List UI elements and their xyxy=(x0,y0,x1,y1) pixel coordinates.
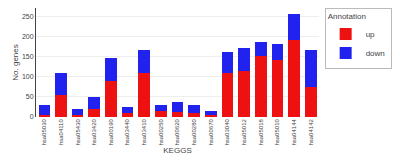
svg-text:hsa00250: hsa00250 xyxy=(158,119,164,146)
svg-text:KEGGS: KEGGS xyxy=(163,146,191,155)
svg-text:hsa03420: hsa03420 xyxy=(91,119,97,146)
svg-text:200: 200 xyxy=(22,33,34,40)
svg-text:50: 50 xyxy=(26,93,34,100)
svg-text:hsa04144: hsa04144 xyxy=(291,119,297,146)
svg-text:hsa05018: hsa05018 xyxy=(258,119,264,146)
svg-text:up: up xyxy=(366,30,375,39)
svg-text:Annotation: Annotation xyxy=(328,12,366,21)
svg-text:hsa03040: hsa03040 xyxy=(224,119,230,146)
svg-text:hsa00670: hsa00670 xyxy=(208,119,214,146)
svg-text:hsa05010: hsa05010 xyxy=(274,119,280,146)
svg-text:hsa04110: hsa04110 xyxy=(58,119,64,146)
svg-text:No. genes: No. genes xyxy=(11,44,20,80)
svg-text:hsa03440: hsa03440 xyxy=(125,119,131,146)
svg-text:hsa05430: hsa05430 xyxy=(75,119,81,146)
svg-text:down: down xyxy=(366,49,385,58)
svg-text:150: 150 xyxy=(22,53,34,60)
svg-text:hsa00280: hsa00280 xyxy=(191,119,197,146)
svg-text:hsa04142: hsa04142 xyxy=(308,119,314,146)
svg-text:hsa05012: hsa05012 xyxy=(241,119,247,146)
svg-text:250: 250 xyxy=(22,13,34,20)
svg-text:100: 100 xyxy=(22,73,34,80)
svg-text:hsa03410: hsa03410 xyxy=(141,119,147,146)
svg-text:hsa00620: hsa00620 xyxy=(174,119,180,146)
svg-text:0: 0 xyxy=(30,113,34,120)
svg-text:hsa00190: hsa00190 xyxy=(108,119,114,146)
svg-text:hsa05030: hsa05030 xyxy=(41,119,47,146)
